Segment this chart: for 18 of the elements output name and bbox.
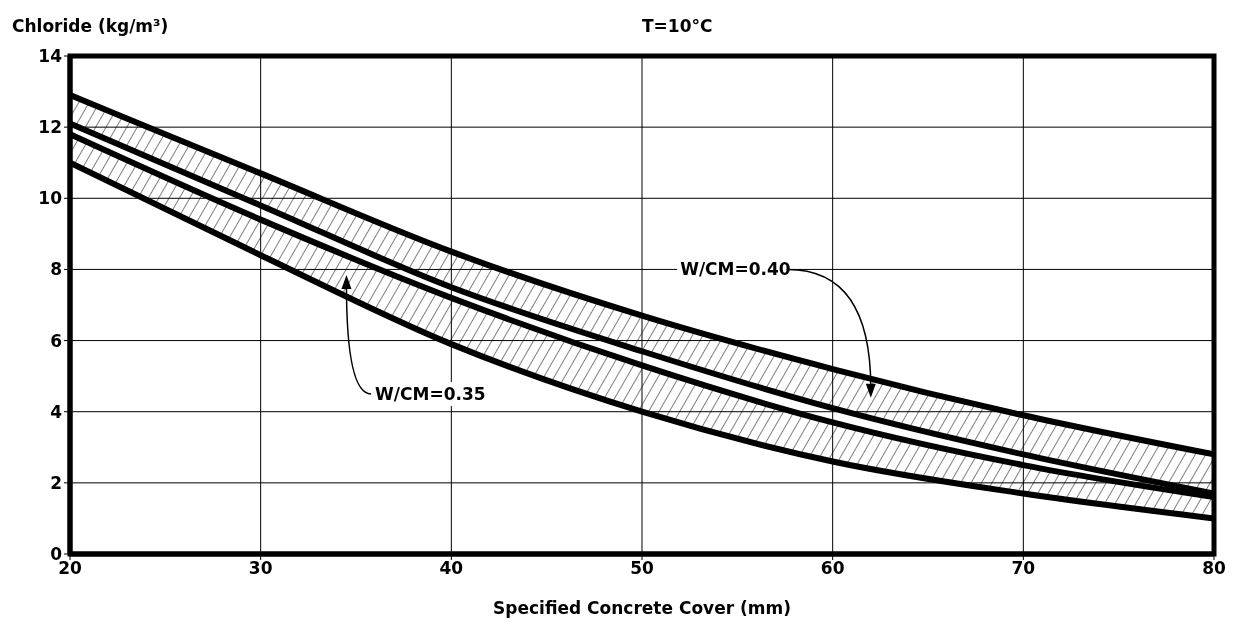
- y-axis-title: Chloride (kg/m³): [12, 16, 169, 36]
- y-tick-label: 6: [50, 330, 62, 351]
- y-tick-label: 12: [38, 117, 62, 138]
- x-tick-label: 70: [1011, 558, 1036, 579]
- annotation: W/CM=0.40: [680, 259, 791, 280]
- y-tick-label: 14: [38, 46, 63, 67]
- y-tick-label: 4: [50, 401, 63, 422]
- y-tick-label: 2: [50, 472, 62, 493]
- x-axis-title: Specified Concrete Cover (mm): [493, 598, 791, 618]
- annotation: W/CM=0.35: [375, 383, 486, 404]
- x-tick-label: 60: [820, 558, 845, 579]
- chart-title: T=10°C: [642, 16, 713, 36]
- x-tick-label: 40: [439, 558, 464, 579]
- y-tick-label: 8: [50, 259, 62, 280]
- x-tick-label: 80: [1202, 558, 1226, 579]
- x-tick-label: 50: [630, 558, 654, 579]
- x-tick-label: 30: [248, 558, 273, 579]
- y-tick-label: 10: [38, 188, 63, 209]
